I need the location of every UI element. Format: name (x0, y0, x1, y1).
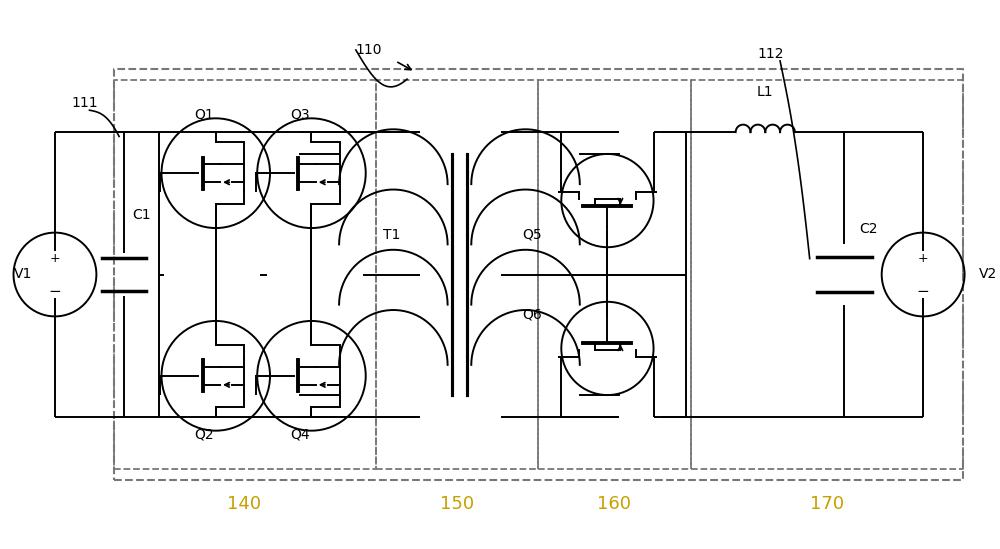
Text: Q4: Q4 (290, 428, 309, 442)
Text: L1: L1 (757, 85, 774, 99)
Text: 140: 140 (227, 496, 261, 513)
Text: +: + (918, 252, 928, 265)
Text: Q1: Q1 (194, 107, 214, 121)
Text: V2: V2 (979, 267, 998, 282)
Text: C1: C1 (132, 209, 151, 222)
Text: 111: 111 (71, 96, 98, 110)
Text: −: − (49, 284, 61, 299)
Text: Q5: Q5 (522, 228, 542, 242)
Text: 150: 150 (440, 496, 475, 513)
Text: Q6: Q6 (522, 307, 542, 321)
Text: C2: C2 (859, 222, 878, 236)
Text: −: − (917, 284, 930, 299)
Text: T1: T1 (383, 228, 400, 242)
Text: Q2: Q2 (194, 428, 214, 442)
Text: 170: 170 (810, 496, 844, 513)
Text: Q3: Q3 (290, 107, 309, 121)
Text: V1: V1 (14, 267, 32, 282)
Text: 110: 110 (356, 43, 382, 57)
Text: +: + (50, 252, 60, 265)
Text: 112: 112 (757, 47, 783, 61)
Text: 160: 160 (597, 496, 631, 513)
